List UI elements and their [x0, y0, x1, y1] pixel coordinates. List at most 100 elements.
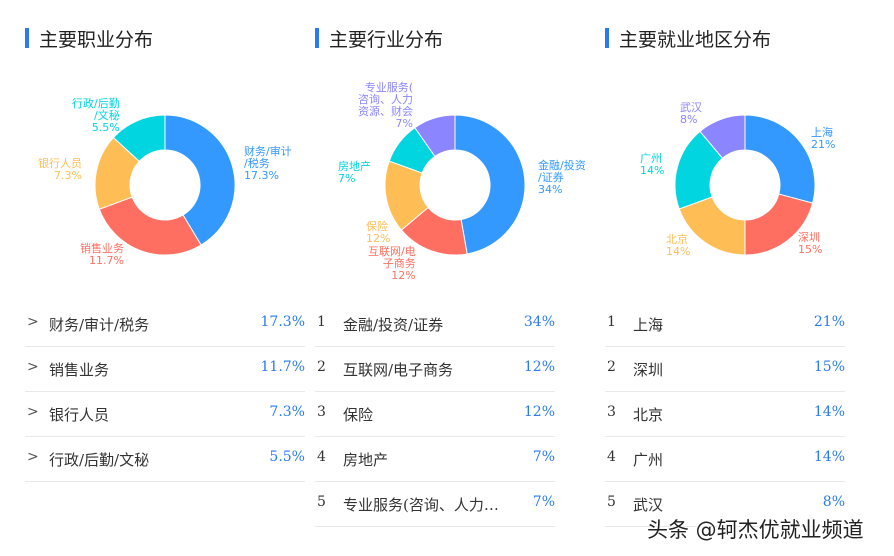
occupation-panel: 主要职业分布 财务/审计/税务 17.3% 销售业务 11.7% 银行人员 7.3% 行政/… — [25, 0, 305, 556]
slice-label-line: 15% — [798, 243, 823, 256]
item-name: 房地产 — [343, 451, 389, 469]
slice-label-line: 14% — [666, 245, 691, 258]
item-name: 财务/审计/税务 — [49, 316, 150, 334]
ranking-list: 1 上海 21% 2 深圳 15% 3 北京 14% 4 广州 14% 5 武汉 8% — [605, 302, 845, 527]
chevron-right-icon: > — [27, 314, 39, 330]
item-value: 12% — [523, 404, 555, 420]
donut-slice[interactable] — [164, 114, 236, 246]
item-name: 销售业务 — [49, 361, 110, 379]
chevron-right-icon: > — [27, 404, 39, 420]
item-value: 8% — [822, 494, 845, 510]
list-item[interactable]: > 行政/后勤/文秘 5.5% — [25, 437, 305, 482]
slice-label: 武汉 8% — [680, 102, 702, 126]
donut-chart — [384, 114, 526, 256]
rank-number: 1 — [317, 314, 326, 330]
list-item[interactable]: 4 广州 14% — [605, 437, 845, 482]
list-item[interactable]: 1 金融/投资/证券 34% — [315, 302, 555, 347]
slice-label-line: 7.3% — [54, 169, 82, 182]
slice-label: 互联网/电 子商务 12% — [368, 246, 416, 282]
item-value: 11.7% — [260, 359, 305, 375]
rank-number: 3 — [607, 404, 616, 420]
list-item[interactable]: 5 专业服务(咨询、人力… 7% — [315, 482, 555, 527]
slice-label-line: 保险 — [366, 220, 388, 233]
item-value: 15% — [813, 359, 845, 375]
item-name: 互联网/电子商务 — [343, 361, 454, 379]
list-item[interactable]: 3 保险 12% — [315, 392, 555, 437]
slice-label-line: 21% — [811, 138, 836, 151]
chart-title: 主要行业分布 — [315, 28, 443, 52]
slice-label: 行政/后勤/文秘 5.5% — [72, 98, 120, 134]
list-item[interactable]: 2 深圳 15% — [605, 347, 845, 392]
slice-label: 销售业务 11.7% — [80, 243, 124, 267]
donut-chart — [94, 114, 236, 256]
slice-label-line: 行政/后勤 — [72, 97, 120, 110]
rank-number: 4 — [607, 449, 616, 465]
slice-label-line: 互联网/电 — [368, 245, 416, 258]
slice-label-line: 咨询、人力 — [358, 93, 413, 106]
donut-slice[interactable] — [98, 196, 202, 256]
list-item[interactable]: 3 北京 14% — [605, 392, 845, 437]
rank-number: 2 — [317, 359, 326, 375]
slice-label-line: 17.3% — [244, 169, 279, 182]
item-value: 17.3% — [260, 314, 305, 330]
list-item[interactable]: > 销售业务 11.7% — [25, 347, 305, 392]
item-value: 7.3% — [269, 404, 305, 420]
donut-slice[interactable] — [744, 114, 816, 204]
slice-label-line: /税务 — [244, 157, 270, 170]
slice-label-line: 资源、财会 — [358, 105, 413, 118]
rank-number: 5 — [317, 494, 326, 510]
slice-label: 北京 14% — [666, 234, 690, 258]
slice-label-line: 7% — [338, 172, 356, 185]
donut-slice[interactable] — [414, 114, 456, 158]
donut-slice[interactable] — [699, 114, 746, 159]
slice-label-line: 北京 — [666, 233, 688, 246]
slice-label: 保险 12% — [366, 221, 390, 245]
slice-label-line: 12% — [391, 269, 416, 282]
slice-label-line: 专业服务( — [364, 81, 413, 94]
industry-panel: 主要行业分布 金融/投资/证券 34% 互联网/电 子商务 12% 保险 12% 房地产 7% 专… — [315, 0, 586, 556]
slice-label-line: /文秘 — [94, 109, 120, 122]
list-item[interactable]: 5 武汉 8% — [605, 482, 845, 527]
ranking-list: > 财务/审计/税务 17.3% > 销售业务 11.7% > 银行人员 7.3% > 行政/后勤/… — [25, 302, 305, 482]
item-value: 5.5% — [269, 449, 305, 465]
list-item[interactable]: > 银行人员 7.3% — [25, 392, 305, 437]
slice-label-line: 深圳 — [798, 231, 820, 244]
slice-label: 财务/审计/税务 17.3% — [244, 146, 292, 182]
rank-number: 3 — [317, 404, 326, 420]
slice-label-line: 8% — [680, 113, 698, 126]
slice-label-line: 销售业务 — [80, 242, 124, 255]
rank-number: 2 — [607, 359, 616, 375]
list-item[interactable]: > 财务/审计/税务 17.3% — [25, 302, 305, 347]
slice-label-line: 金融/投资 — [538, 159, 586, 172]
donut-slice[interactable] — [112, 114, 166, 163]
slice-label: 深圳 15% — [798, 232, 822, 256]
slice-label-line: 34% — [538, 183, 563, 196]
ranking-list: 1 金融/投资/证券 34% 2 互联网/电子商务 12% 3 保险 12% 4 房地产 7% 5 专业服… — [315, 302, 555, 527]
slice-label-line: 7% — [395, 117, 413, 130]
rank-number: 5 — [607, 494, 616, 510]
item-name: 广州 — [633, 451, 664, 469]
item-name: 行政/后勤/文秘 — [49, 451, 150, 469]
list-item[interactable]: 1 上海 21% — [605, 302, 845, 347]
slice-label-line: 14% — [640, 164, 665, 177]
item-name: 银行人员 — [49, 406, 110, 424]
slice-label: 专业服务(咨询、人力 资源、财会 7% — [358, 82, 413, 130]
donut-slice[interactable] — [454, 114, 526, 255]
slice-label: 银行人员 7.3% — [38, 158, 82, 182]
slice-label: 金融/投资/证券 34% — [538, 160, 586, 196]
list-item[interactable]: 2 互联网/电子商务 12% — [315, 347, 555, 392]
chart-title: 主要就业地区分布 — [605, 28, 771, 52]
slice-label-line: 广州 — [640, 152, 662, 165]
item-value: 14% — [813, 449, 845, 465]
donut-chart — [674, 114, 816, 256]
item-value: 14% — [813, 404, 845, 420]
item-value: 7% — [532, 494, 555, 510]
rank-number: 1 — [607, 314, 616, 330]
item-name: 北京 — [633, 406, 664, 424]
item-name: 专业服务(咨询、人力… — [343, 496, 499, 514]
slice-label-line: /证券 — [538, 171, 564, 184]
item-value: 34% — [523, 314, 555, 330]
slice-label-line: 银行人员 — [38, 157, 82, 170]
list-item[interactable]: 4 房地产 7% — [315, 437, 555, 482]
chevron-right-icon: > — [27, 449, 39, 465]
